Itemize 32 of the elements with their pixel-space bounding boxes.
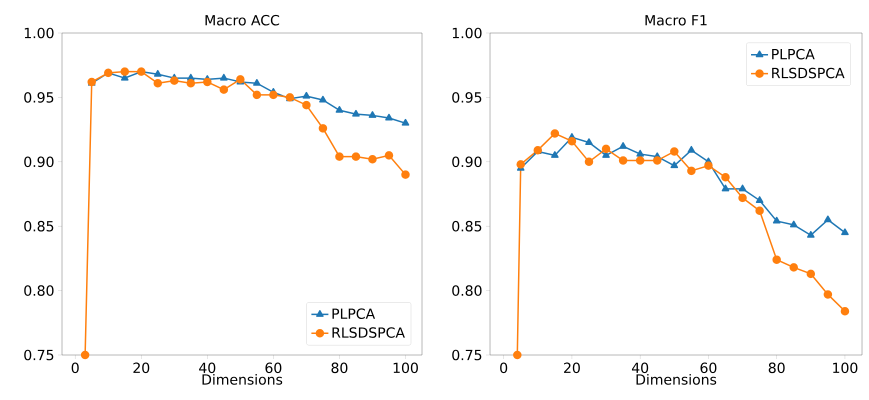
y-tick-label: 1.00 — [452, 28, 482, 38]
y-tick-label: 0.80 — [452, 285, 482, 296]
y-tick-label: 1.00 — [24, 28, 54, 38]
y-tick-label: 0.85 — [24, 220, 54, 232]
x-tick-label: 100 — [833, 362, 858, 374]
y-tick-label: 0.75 — [24, 350, 54, 360]
x-tick-label: 60 — [700, 362, 716, 374]
y-tick-label: 0.85 — [452, 220, 482, 232]
x-tick-label: 0 — [72, 362, 79, 374]
legend-label: RLSDSPCA — [332, 327, 405, 338]
y-tick-label: 0.95 — [24, 92, 54, 103]
x-tick-label: 60 — [265, 362, 282, 374]
x-tick-label: 100 — [394, 362, 418, 374]
legend-label: PLPCA — [772, 48, 815, 60]
x-tick-label: 20 — [133, 362, 150, 374]
y-tick-label: 0.95 — [452, 92, 482, 103]
x-axis-title: Dimensions — [202, 374, 282, 385]
chart-title: Macro F1 — [645, 15, 707, 26]
y-tick-label: 0.75 — [452, 350, 482, 360]
y-tick-label: 0.90 — [24, 156, 54, 168]
y-tick-label: 0.80 — [24, 285, 54, 296]
legend-label: PLPCA — [332, 308, 376, 319]
legend-label: RLSDSPCA — [772, 68, 845, 78]
chart-title: Macro ACC — [206, 14, 280, 26]
x-tick-label: 40 — [199, 362, 216, 374]
x-tick-label: 20 — [564, 362, 580, 374]
x-tick-label: 80 — [768, 362, 785, 374]
x-tick-label: 40 — [632, 362, 648, 374]
x-tick-label: 80 — [331, 362, 348, 374]
x-tick-label: 0 — [500, 362, 508, 374]
x-axis-title: Dimensions — [636, 374, 716, 385]
y-tick-label: 0.90 — [452, 156, 482, 168]
